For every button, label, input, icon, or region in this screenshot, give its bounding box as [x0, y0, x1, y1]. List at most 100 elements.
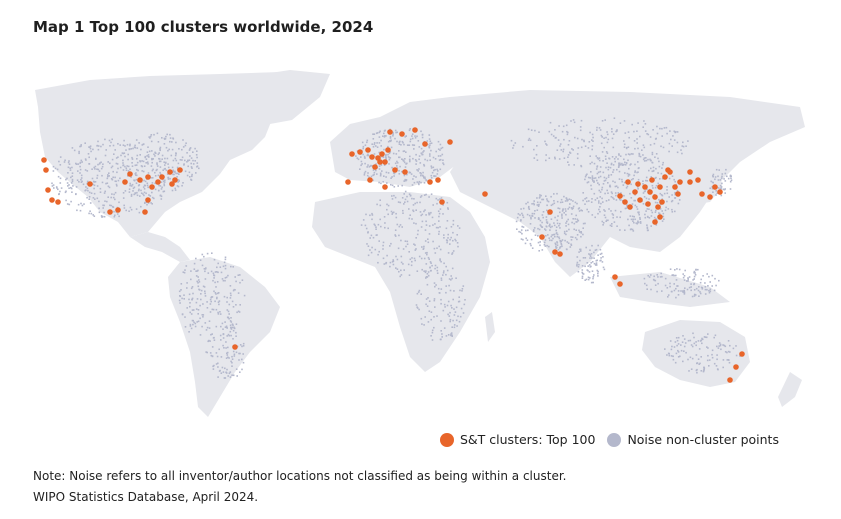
noise-point	[558, 237, 561, 240]
noise-point	[665, 126, 668, 129]
noise-point	[67, 172, 69, 174]
legend-item-clusters: S&T clusters: Top 100	[440, 432, 595, 447]
noise-point	[607, 192, 609, 194]
noise-point	[623, 181, 626, 184]
noise-point	[673, 274, 675, 277]
noise-point	[378, 151, 380, 154]
noise-point	[198, 289, 201, 291]
noise-point	[377, 261, 379, 264]
noise-point	[224, 267, 227, 270]
noise-point	[233, 327, 236, 330]
noise-point	[445, 291, 447, 294]
noise-point	[154, 175, 157, 177]
cluster-point	[447, 139, 453, 145]
noise-point	[599, 210, 601, 213]
noise-point	[592, 180, 594, 182]
noise-point	[610, 210, 612, 212]
noise-point	[216, 266, 218, 269]
noise-point	[177, 162, 180, 165]
noise-point	[533, 200, 535, 202]
noise-point	[687, 277, 689, 279]
noise-point	[642, 126, 644, 128]
noise-point	[726, 175, 728, 178]
noise-point	[93, 192, 96, 195]
noise-point	[153, 197, 155, 200]
noise-point	[147, 155, 150, 158]
noise-point	[674, 131, 676, 134]
noise-point	[593, 181, 595, 183]
noise-point	[436, 202, 438, 205]
noise-point	[231, 374, 233, 376]
noise-point	[123, 207, 126, 209]
noise-point	[720, 348, 722, 351]
noise-point	[617, 166, 620, 168]
noise-point	[590, 281, 593, 284]
noise-point	[220, 271, 223, 274]
noise-point	[542, 198, 545, 201]
noise-point	[450, 334, 452, 337]
noise-point	[71, 180, 74, 183]
noise-point	[551, 239, 553, 242]
noise-point	[435, 226, 438, 229]
noise-point	[71, 178, 74, 181]
noise-point	[409, 138, 412, 141]
noise-point	[711, 274, 714, 277]
noise-point	[221, 366, 224, 369]
noise-point	[211, 355, 214, 358]
cluster-point	[632, 189, 638, 195]
noise-point	[56, 187, 58, 189]
noise-point	[215, 271, 218, 273]
cluster-point	[659, 199, 665, 205]
noise-point	[204, 270, 206, 273]
noise-point	[610, 191, 613, 193]
noise-point	[401, 226, 403, 228]
noise-point	[607, 176, 610, 178]
noise-point	[415, 176, 417, 178]
noise-point	[383, 148, 385, 151]
noise-point	[134, 144, 136, 147]
cluster-point	[155, 179, 161, 185]
cluster-point	[677, 179, 683, 185]
noise-point	[200, 289, 203, 292]
noise-point	[242, 361, 245, 364]
noise-point	[162, 169, 164, 171]
noise-point	[395, 267, 397, 269]
noise-point	[411, 133, 414, 135]
noise-point	[432, 204, 434, 206]
noise-point	[404, 240, 407, 242]
noise-point	[395, 255, 397, 258]
cluster-point	[695, 177, 701, 183]
noise-point	[127, 153, 129, 156]
noise-point	[457, 245, 459, 248]
noise-point	[559, 201, 562, 204]
noise-point	[126, 165, 128, 167]
noise-point	[443, 262, 445, 265]
noise-point	[677, 356, 680, 358]
noise-point	[621, 180, 623, 183]
noise-point	[637, 220, 639, 223]
noise-point	[225, 325, 228, 328]
noise-point	[611, 137, 614, 140]
cluster-point	[379, 151, 385, 157]
noise-point	[203, 286, 206, 288]
noise-point	[606, 189, 608, 192]
noise-point	[624, 132, 627, 134]
noise-point	[392, 263, 395, 266]
noise-point	[522, 226, 525, 228]
noise-point	[222, 265, 225, 268]
noise-point	[461, 288, 464, 290]
noise-point	[66, 177, 68, 180]
noise-point	[197, 313, 199, 315]
noise-point	[582, 222, 585, 225]
noise-point	[519, 231, 522, 234]
noise-point	[125, 149, 127, 151]
noise-point	[211, 308, 214, 311]
noise-point	[382, 135, 384, 137]
noise-point	[140, 205, 142, 208]
noise-point	[423, 165, 426, 167]
noise-point	[650, 225, 652, 227]
noise-point	[147, 202, 150, 204]
noise-point	[700, 286, 703, 289]
noise-point	[545, 154, 547, 156]
noise-point	[630, 218, 633, 221]
